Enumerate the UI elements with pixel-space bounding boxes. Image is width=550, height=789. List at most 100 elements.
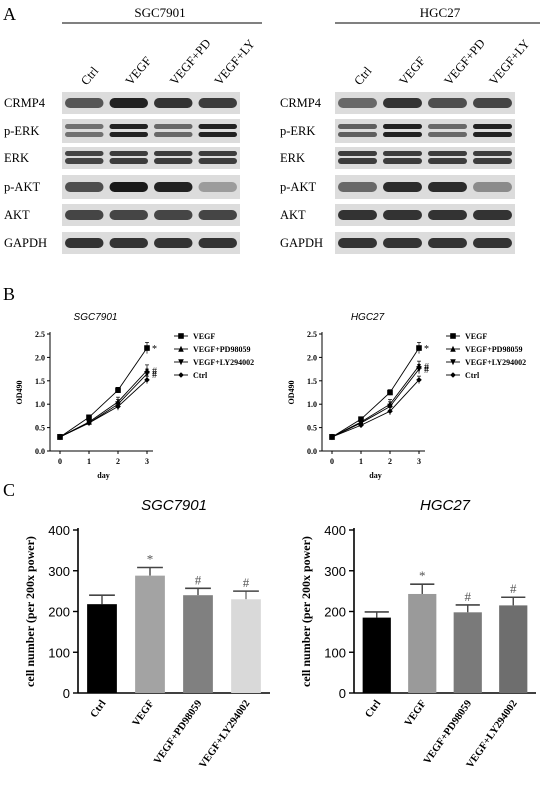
blot-band bbox=[383, 210, 422, 220]
lane-label: Ctrl bbox=[351, 64, 375, 88]
blot-band bbox=[154, 182, 193, 192]
protein-label: CRMP4 bbox=[4, 96, 46, 110]
blot-band bbox=[198, 124, 237, 129]
legend-label: VEGF+PD98059 bbox=[193, 345, 250, 354]
data-point bbox=[387, 403, 393, 410]
y-tick-label: 0.5 bbox=[307, 424, 317, 433]
x-tick-label: 2 bbox=[388, 457, 392, 466]
blot-band bbox=[383, 98, 422, 108]
y-axis-label: OD490 bbox=[15, 381, 24, 405]
significance-mark: # bbox=[424, 365, 429, 376]
chart-title: HGC27 bbox=[420, 497, 471, 514]
protein-label: AKT bbox=[280, 208, 306, 222]
protein-label: CRMP4 bbox=[280, 96, 322, 110]
data-point bbox=[416, 366, 422, 373]
category-label: Ctrl bbox=[89, 698, 109, 720]
x-tick-label: 3 bbox=[145, 457, 149, 466]
data-point bbox=[144, 345, 150, 351]
blot-band bbox=[198, 238, 237, 248]
y-axis-label: cell number (per 200x power) bbox=[299, 536, 313, 687]
chart-title: HGC27 bbox=[351, 312, 385, 323]
data-point bbox=[86, 414, 92, 421]
blot-band bbox=[428, 210, 467, 220]
data-point bbox=[450, 345, 456, 352]
y-tick-label: 0.0 bbox=[307, 447, 317, 456]
data-point bbox=[57, 434, 63, 440]
blot-band bbox=[338, 210, 377, 220]
blot-band bbox=[383, 132, 422, 137]
series-line bbox=[331, 368, 420, 438]
blot-band bbox=[109, 158, 148, 164]
blot-band bbox=[383, 124, 422, 129]
y-tick-label: 1.5 bbox=[35, 377, 45, 386]
blot-band bbox=[428, 98, 467, 108]
significance-mark: # bbox=[510, 581, 517, 596]
blot-strip bbox=[335, 92, 515, 114]
bar bbox=[87, 604, 117, 693]
y-tick-label: 200 bbox=[48, 605, 70, 620]
blot-band bbox=[109, 238, 148, 248]
blot-band bbox=[428, 132, 467, 137]
legend-label: VEGF+PD98059 bbox=[465, 345, 522, 354]
data-point bbox=[387, 408, 393, 415]
significance-mark: * bbox=[424, 344, 429, 355]
blot-band bbox=[109, 182, 148, 192]
data-point bbox=[329, 434, 335, 440]
data-point bbox=[178, 345, 184, 352]
blot-band bbox=[473, 124, 512, 129]
y-tick-label: 300 bbox=[48, 564, 70, 579]
y-tick-label: 200 bbox=[324, 605, 346, 620]
blot-band bbox=[65, 210, 104, 220]
blot-strip bbox=[62, 147, 240, 169]
y-tick-label: 0 bbox=[339, 686, 346, 701]
blot-band bbox=[198, 158, 237, 164]
x-axis-label: day bbox=[97, 471, 109, 480]
blot-band bbox=[338, 238, 377, 248]
bar-chart-hgc27: HGC27 0 100 200 300 400 cell number (per 200x … bbox=[299, 497, 536, 770]
protein-label: AKT bbox=[4, 208, 30, 222]
blot-band bbox=[473, 151, 512, 156]
significance-mark: # bbox=[243, 575, 250, 590]
blot-band bbox=[65, 132, 104, 137]
blot-strip bbox=[335, 119, 515, 143]
blot-strip bbox=[62, 119, 240, 143]
chart-title: SGC7901 bbox=[74, 312, 118, 323]
data-point bbox=[115, 387, 121, 393]
category-label: VEGF bbox=[403, 698, 429, 728]
data-point bbox=[450, 359, 456, 366]
blot-band bbox=[154, 158, 193, 164]
blot-strip bbox=[335, 204, 515, 226]
y-axis-label: OD490 bbox=[287, 381, 296, 405]
x-tick-label: 1 bbox=[87, 457, 91, 466]
y-tick-label: 300 bbox=[324, 564, 346, 579]
blot-band bbox=[383, 182, 422, 192]
blot-band bbox=[338, 182, 377, 192]
bar-chart-sgc7901: SGC7901 0 100 200 300 400 cell number (per 200… bbox=[23, 497, 270, 770]
significance-mark: # bbox=[152, 370, 157, 381]
series-line bbox=[331, 347, 420, 438]
y-tick-label: 2.5 bbox=[35, 330, 45, 339]
significance-mark: * bbox=[152, 344, 157, 355]
significance-mark: # bbox=[152, 367, 157, 378]
data-point bbox=[387, 389, 393, 396]
blot-band bbox=[473, 98, 512, 108]
y-tick-label: 2.5 bbox=[307, 330, 317, 339]
blot-band bbox=[109, 98, 148, 108]
cell-line-title: SGC7901 bbox=[134, 5, 185, 20]
legend-label: VEGF bbox=[465, 332, 487, 341]
legend-label: Ctrl bbox=[465, 371, 480, 380]
data-point bbox=[358, 422, 364, 429]
bar bbox=[231, 599, 261, 693]
blot-band bbox=[338, 132, 377, 137]
blot-band bbox=[65, 98, 104, 108]
growth-curve-sgc7901: SGC7901 0.0 0.5 1.0 1.5 2.0 2.5 0 1 2 3 day OD490 * VE… bbox=[15, 312, 254, 480]
lane-label: VEGF+LY bbox=[486, 37, 532, 88]
y-tick-label: 400 bbox=[324, 523, 346, 538]
panel-label-b: B bbox=[3, 284, 15, 304]
y-tick-label: 0.0 bbox=[35, 447, 45, 456]
series-line bbox=[59, 373, 148, 438]
data-point bbox=[144, 370, 150, 378]
blot-band bbox=[428, 151, 467, 156]
blot-strip bbox=[62, 232, 240, 254]
